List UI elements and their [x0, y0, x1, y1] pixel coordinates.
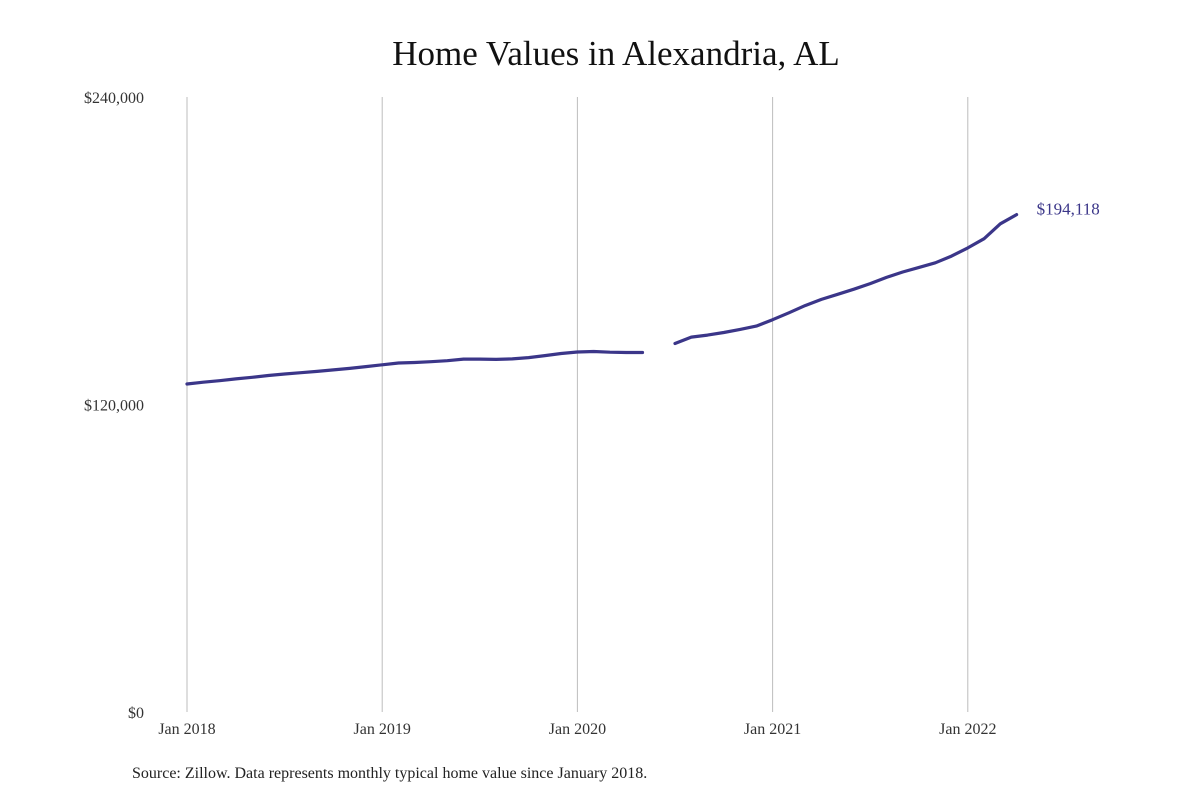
y-tick-label: $120,000: [84, 398, 144, 415]
y-axis-tick-labels: $0 $120,000 $240,000: [84, 90, 144, 722]
series-layer: [185, 213, 1019, 386]
data-labels: $194,118: [1037, 200, 1100, 219]
x-tick-label: Jan 2020: [549, 721, 606, 738]
chart-title: Home Values in Alexandria, AL: [392, 34, 840, 73]
x-axis-tick-labels: Jan 2018 Jan 2019 Jan 2020 Jan 2021 Jan 2022: [158, 721, 996, 738]
end-value-label: $194,118: [1037, 200, 1100, 219]
y-tick-label: $240,000: [84, 90, 144, 107]
gridlines: [186, 97, 969, 712]
series-line-segment: [673, 213, 1019, 346]
series-line-segment: [185, 349, 645, 386]
x-tick-label: Jan 2021: [744, 721, 801, 738]
x-tick-label: Jan 2018: [158, 721, 215, 738]
source-note: Source: Zillow. Data represents monthly …: [132, 765, 648, 782]
y-tick-label: $0: [128, 705, 144, 722]
x-tick-label: Jan 2022: [939, 721, 996, 738]
x-tick-label: Jan 2019: [354, 721, 411, 738]
